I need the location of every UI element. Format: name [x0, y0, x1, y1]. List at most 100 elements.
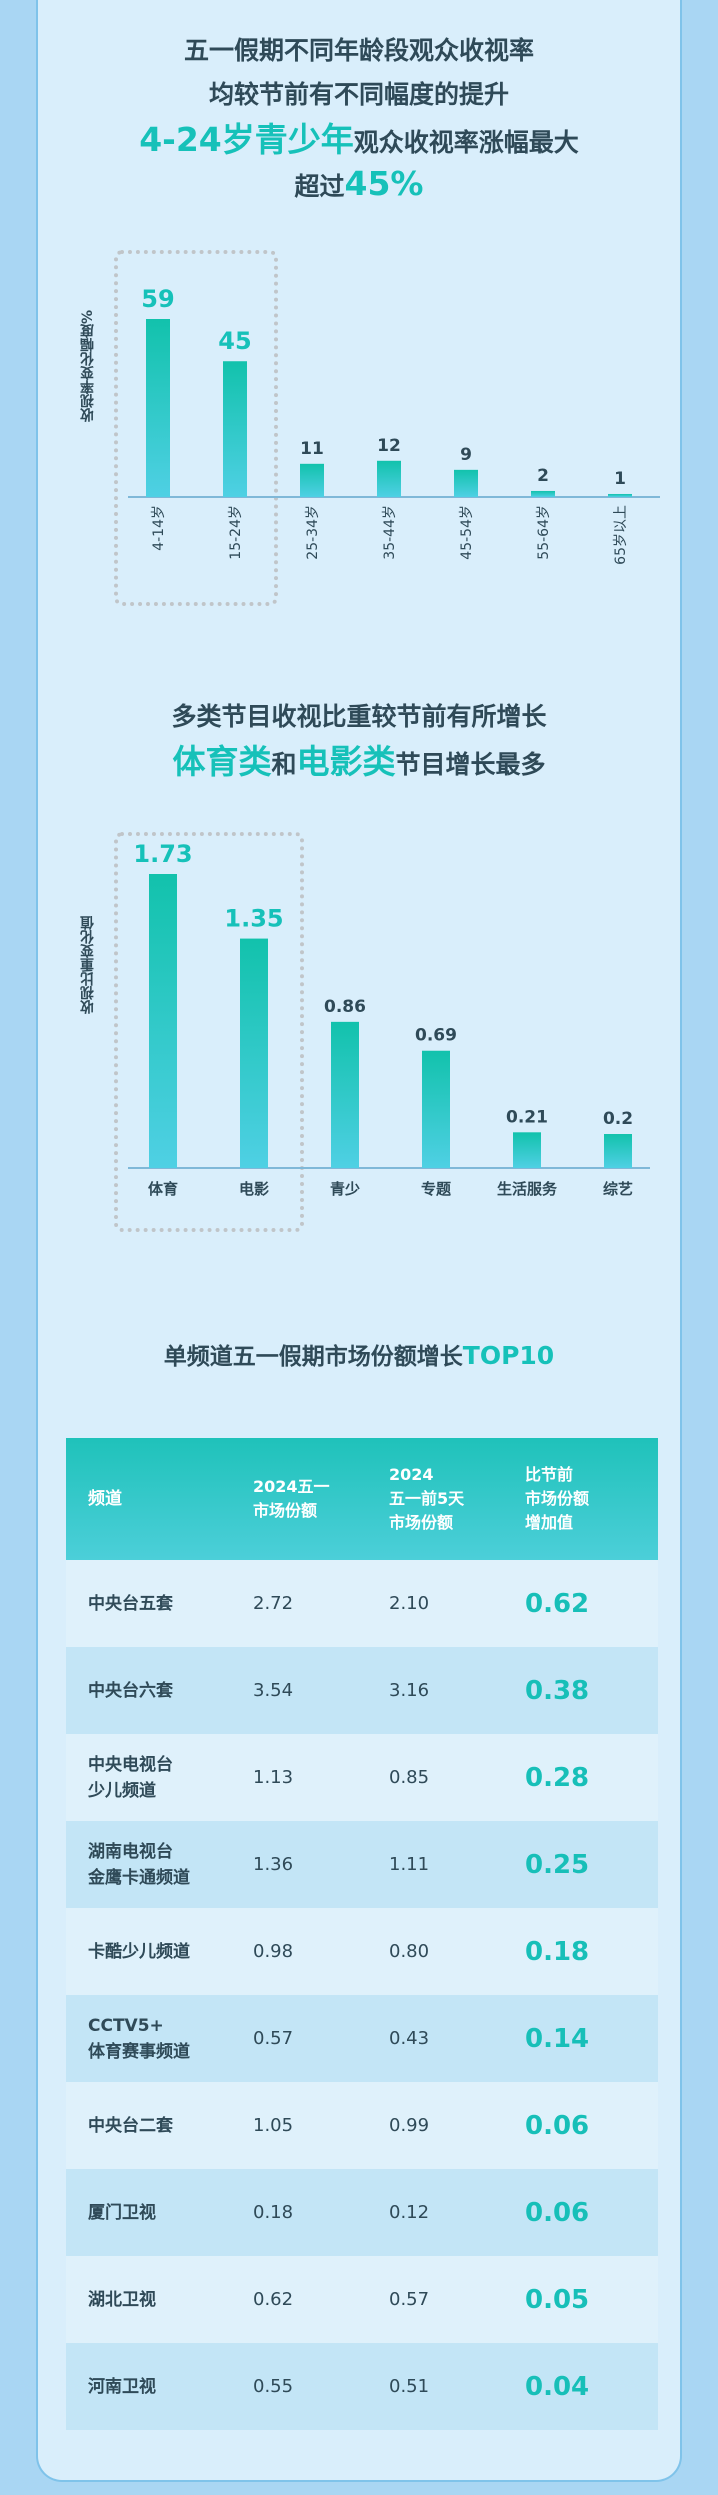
table-row: 湖北卫视 0.62 0.57 0.05 [66, 2256, 658, 2343]
program-bar-chart: 1.73 体育 1.35 电影 0.86 青少 0.69 专题 0.21 生活服务 0.2 综艺 [128, 840, 650, 1198]
cell-share-increase: 0.04 [525, 2371, 590, 2402]
bar [454, 469, 478, 497]
bar [223, 361, 247, 497]
headline-1-line-2: 均较节前有不同幅度的提升 [0, 78, 718, 112]
cell-share-2024: 1.05 [253, 2114, 294, 2136]
cell-share-increase: 0.38 [525, 1675, 590, 1706]
bar-value-label: 0.69 [415, 1026, 457, 1046]
headline-1-line-1: 五一假期不同年龄段观众收视率 [0, 34, 718, 68]
category-tick-label: 35-44岁 [382, 505, 398, 560]
table-row: 厦门卫视 0.18 0.12 0.06 [66, 2169, 658, 2256]
cell-share-2024: 1.36 [253, 1853, 294, 1875]
headline-text: 五一假期不同年龄段观众收视率 [183, 36, 534, 65]
category-tick-label: 45-54岁 [459, 505, 475, 560]
bar [146, 319, 170, 497]
cell-channel: 卡酷少儿频道 [88, 1941, 190, 1962]
highlight-percent: 45% [344, 164, 424, 203]
highlight-movies: 电影类 [296, 742, 396, 781]
headline-text: 超过 [294, 172, 345, 201]
cell-share-increase: 0.05 [525, 2284, 590, 2315]
table-row: 河南卫视 0.55 0.51 0.04 [66, 2343, 658, 2430]
cell-channel: 中央台五套 [88, 1593, 173, 1614]
cell-channel: 中央台二套 [88, 2115, 173, 2136]
category-tick-label: 电影 [239, 1180, 269, 1198]
bar-value-label: 11 [300, 439, 324, 459]
headline-1-line-4: 超过45% [0, 164, 718, 207]
table-row: 中央台五套 2.72 2.10 0.62 [66, 1560, 658, 1647]
headline-2-line-2: 体育类和电影类节目增长最多 [0, 740, 718, 787]
headline-2-line-1: 多类节目收视比重较节前有所增长 [0, 700, 718, 734]
cell-share-increase: 0.14 [525, 2023, 590, 2054]
cell-share-before: 3.16 [389, 1679, 430, 1701]
bar-value-label: 0.86 [324, 997, 366, 1017]
bar [608, 493, 632, 497]
highlight-box-age [114, 250, 278, 606]
cell-channel: 湖南电视台 金鹰卡通频道 [88, 1841, 190, 1888]
category-tick-label: 体育 [148, 1180, 178, 1198]
headline-1-line-3: 4-24岁青少年观众收视率涨幅最大 [0, 120, 718, 163]
category-tick-label: 专题 [421, 1180, 452, 1198]
table-row: 卡酷少儿频道 0.98 0.80 0.18 [66, 1908, 658, 1995]
cell-share-2024: 1.13 [253, 1766, 294, 1788]
headline-text: 和 [271, 750, 297, 779]
cell-share-increase: 0.62 [525, 1588, 590, 1619]
header-channel: 频道 [88, 1489, 122, 1509]
bar [300, 463, 324, 497]
table-title: 单频道五一假期市场份额增长TOP10 [0, 1338, 718, 1375]
bar [604, 1134, 632, 1168]
cell-share-before: 1.11 [389, 1853, 430, 1875]
bar-value-label: 0.2 [603, 1109, 633, 1129]
category-tick-label: 青少 [330, 1180, 360, 1198]
table-row: CCTV5+ 体育赛事频道 0.57 0.43 0.14 [66, 1995, 658, 2082]
bar [513, 1132, 541, 1168]
cell-channel: 河南卫视 [88, 2376, 156, 2397]
cell-share-before: 0.57 [389, 2288, 430, 2310]
bar [377, 460, 401, 497]
table-title-top10: TOP10 [462, 1341, 555, 1370]
category-tick-label: 生活服务 [497, 1180, 558, 1198]
category-tick-label: 4-14岁 [151, 505, 167, 551]
table-row: 中央台二套 1.05 0.99 0.06 [66, 2082, 658, 2169]
category-tick-label: 55-64岁 [536, 505, 552, 560]
bar-value-label: 45 [218, 327, 251, 355]
bar-value-label: 0.21 [506, 1107, 548, 1127]
cell-share-2024: 0.98 [253, 1940, 294, 1962]
cell-share-2024: 0.57 [253, 2027, 294, 2049]
cell-share-2024: 0.62 [253, 2288, 294, 2310]
bar-value-label: 1.73 [133, 840, 192, 868]
category-tick-label: 15-24岁 [228, 505, 244, 560]
table-row: 中央电视台 少儿频道 1.13 0.85 0.28 [66, 1734, 658, 1821]
highlight-age-group: 4-24岁青少年 [139, 120, 354, 159]
cell-channel: CCTV5+ 体育赛事频道 [88, 2015, 190, 2062]
cell-share-before: 0.43 [389, 2027, 430, 2049]
cell-share-increase: 0.18 [525, 1936, 590, 1967]
cell-share-increase: 0.28 [525, 1762, 590, 1793]
cell-share-before: 0.80 [389, 1940, 430, 1962]
cell-channel: 中央电视台 少儿频道 [88, 1754, 173, 1801]
bar-value-label: 9 [460, 445, 472, 465]
bar-value-label: 1 [614, 469, 626, 489]
category-tick-label: 25-34岁 [305, 505, 321, 560]
cell-share-2024: 0.18 [253, 2201, 294, 2223]
table-title-text: 单频道五一假期市场份额增长 [163, 1344, 463, 1370]
market-share-table: 频道 2024五一 市场份额 2024 五一前5天 市场份额 比节前 市场份额 … [66, 1438, 658, 2430]
cell-channel: 厦门卫视 [88, 2202, 156, 2223]
header-share-2024: 2024五一 市场份额 [253, 1477, 330, 1520]
cell-share-2024: 2.72 [253, 1592, 294, 1614]
bar-value-label: 12 [377, 436, 401, 456]
cell-share-increase: 0.25 [525, 1849, 590, 1880]
category-tick-label: 综艺 [603, 1180, 633, 1198]
table-header: 频道 2024五一 市场份额 2024 五一前5天 市场份额 比节前 市场份额 … [66, 1438, 658, 1560]
cell-share-before: 2.10 [389, 1592, 430, 1614]
cell-share-increase: 0.06 [525, 2110, 590, 2141]
bar-value-label: 1.35 [224, 905, 283, 933]
bar [531, 490, 555, 497]
headline-text: 多类节目收视比重较节前有所增长 [171, 702, 547, 731]
cell-share-increase: 0.06 [525, 2197, 590, 2228]
bar [331, 1021, 359, 1168]
category-tick-label: 65岁以上 [613, 505, 629, 565]
table-body: 中央台五套 2.72 2.10 0.62 中央台六套 3.54 3.16 0.38 中央电视台 … [66, 1560, 658, 2430]
headline-text: 均较节前有不同幅度的提升 [208, 80, 509, 109]
header-share-increase: 比节前 市场份额 增加值 [525, 1465, 590, 1532]
cell-share-before: 0.85 [389, 1766, 430, 1788]
